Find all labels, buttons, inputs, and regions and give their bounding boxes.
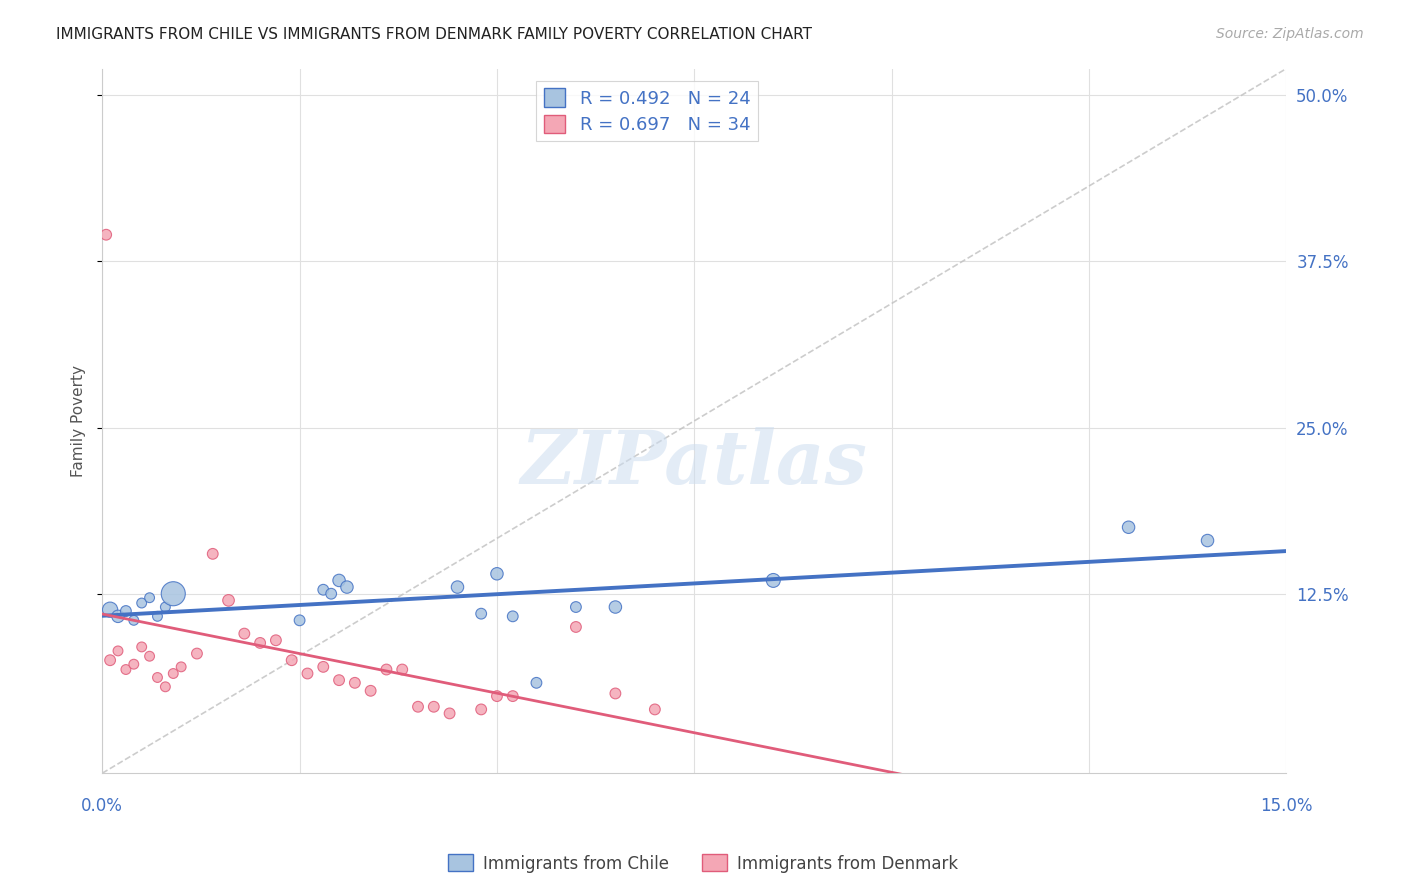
Point — [288, 613, 311, 627]
Point — [218, 593, 240, 607]
Point — [107, 644, 129, 658]
Point — [146, 671, 169, 685]
Point — [485, 689, 508, 703]
Point — [131, 640, 153, 654]
Point — [115, 604, 138, 618]
Legend: Immigrants from Chile, Immigrants from Denmark: Immigrants from Chile, Immigrants from D… — [441, 847, 965, 880]
Point — [1118, 520, 1140, 534]
Point — [336, 580, 359, 594]
Point — [131, 596, 153, 610]
Point — [96, 227, 118, 242]
Point — [526, 675, 548, 690]
Point — [470, 702, 492, 716]
Point — [502, 689, 524, 703]
Point — [328, 574, 350, 588]
Point — [312, 582, 335, 597]
Point — [98, 653, 121, 667]
Point — [280, 653, 302, 667]
Point — [155, 680, 177, 694]
Point — [343, 675, 366, 690]
Point — [138, 649, 160, 664]
Text: 0.0%: 0.0% — [82, 797, 124, 815]
Point — [201, 547, 224, 561]
Point — [605, 600, 627, 615]
Point — [423, 699, 446, 714]
Text: IMMIGRANTS FROM CHILE VS IMMIGRANTS FROM DENMARK FAMILY POVERTY CORRELATION CHAR: IMMIGRANTS FROM CHILE VS IMMIGRANTS FROM… — [56, 27, 813, 42]
Point — [162, 666, 184, 681]
Y-axis label: Family Poverty: Family Poverty — [72, 365, 86, 477]
Point — [297, 666, 319, 681]
Point — [155, 600, 177, 615]
Point — [565, 600, 588, 615]
Point — [107, 609, 129, 624]
Point — [328, 673, 350, 688]
Point — [321, 587, 343, 601]
Point — [233, 626, 256, 640]
Point — [115, 663, 138, 677]
Point — [762, 574, 785, 588]
Point — [122, 613, 145, 627]
Point — [312, 660, 335, 674]
Point — [1197, 533, 1219, 548]
Point — [375, 663, 398, 677]
Point — [122, 657, 145, 672]
Point — [446, 580, 468, 594]
Point — [605, 686, 627, 700]
Point — [186, 647, 208, 661]
Point — [565, 620, 588, 634]
Point — [406, 699, 429, 714]
Legend: R = 0.492   N = 24, R = 0.697   N = 34: R = 0.492 N = 24, R = 0.697 N = 34 — [536, 81, 758, 142]
Point — [644, 702, 666, 716]
Point — [391, 663, 413, 677]
Point — [170, 660, 193, 674]
Point — [162, 587, 184, 601]
Point — [502, 609, 524, 624]
Text: 15.0%: 15.0% — [1260, 797, 1313, 815]
Text: ZIPatlas: ZIPatlas — [520, 427, 868, 500]
Point — [485, 566, 508, 581]
Point — [98, 603, 121, 617]
Point — [146, 609, 169, 624]
Point — [138, 591, 160, 605]
Point — [249, 636, 271, 650]
Point — [439, 706, 461, 721]
Point — [470, 607, 492, 621]
Point — [360, 683, 382, 698]
Text: Source: ZipAtlas.com: Source: ZipAtlas.com — [1216, 27, 1364, 41]
Point — [264, 633, 287, 648]
